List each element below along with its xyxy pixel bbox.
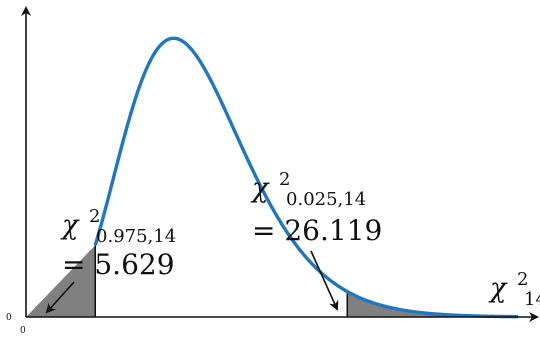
x-axis-label-superscript: 2 [517, 269, 528, 290]
upper-tail-shaded-area [347, 291, 518, 317]
upper-critical-value: = 26.119 [252, 214, 382, 247]
lower-critical-symbol: χ [60, 210, 80, 241]
x-axis-label-symbol: χ [488, 273, 508, 304]
y-origin-label: 0 [6, 313, 12, 323]
lower-tail-shaded-area [26, 245, 96, 317]
density-curve [93, 36, 519, 319]
x-axis-label: χ 2 14 [488, 261, 540, 310]
upper-critical-superscript: 2 [279, 169, 290, 190]
lower-critical-superscript: 2 [89, 206, 100, 227]
x-origin-label: 0 [20, 326, 26, 336]
lower-critical-label: χ 2 0.975,14 [60, 198, 176, 247]
lower-critical-value: = 5.629 [62, 248, 175, 281]
upper-critical-subscript: 0.025,14 [286, 189, 366, 210]
upper-critical-label: χ 2 0.025,14 [250, 161, 366, 210]
lower-critical-subscript: 0.975,14 [96, 226, 176, 247]
upper-critical-arrow [310, 250, 339, 311]
x-axis-label-subscript: 14 [524, 289, 540, 310]
lower-critical-arrow [45, 281, 75, 314]
upper-critical-symbol: χ [250, 173, 270, 204]
